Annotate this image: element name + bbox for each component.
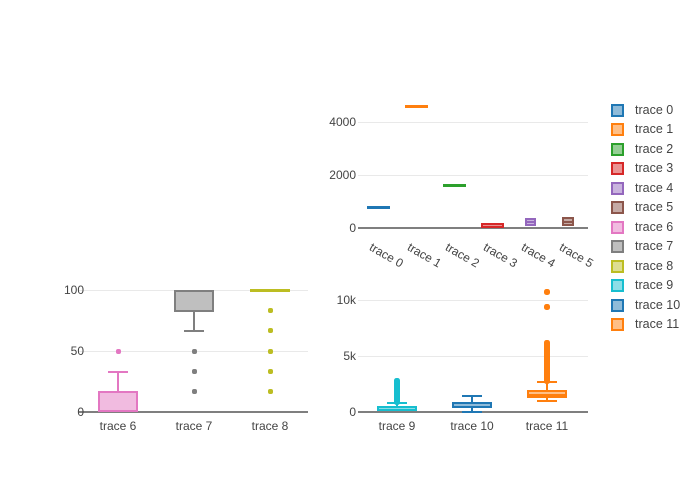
legend-label: trace 8: [635, 258, 674, 273]
x-axis-line: [79, 411, 308, 413]
legend-item-trace-0[interactable]: trace 0: [611, 103, 673, 118]
median-line: [526, 220, 534, 223]
whisker-stem: [117, 371, 119, 392]
legend-label: trace 2: [635, 141, 674, 156]
outlier-point[interactable]: [267, 348, 273, 354]
legend-swatch-icon: [611, 240, 624, 254]
legend-label: trace 9: [635, 278, 674, 293]
median-line: [529, 393, 565, 396]
legend-swatch-icon: [611, 181, 624, 195]
x-tick-label: trace 10: [450, 419, 494, 433]
legend-label: trace 7: [635, 239, 674, 254]
outlier-point[interactable]: [544, 340, 550, 347]
x-tick-label: trace 6: [99, 419, 137, 433]
box-trace-3[interactable]: [480, 222, 504, 228]
legend-item-trace-10[interactable]: trace 10: [611, 298, 680, 313]
box-trace-8[interactable]: [250, 288, 290, 292]
legend-label: trace 6: [635, 219, 674, 234]
outlier-point[interactable]: [544, 289, 550, 296]
outlier-point[interactable]: [544, 303, 550, 310]
outlier-point[interactable]: [191, 388, 197, 394]
whisker-stem: [546, 398, 548, 402]
y-tick-label: 2000: [329, 168, 356, 182]
legend-label: trace 10: [635, 297, 681, 312]
x-tick-label: trace 7: [175, 419, 213, 433]
gridline: [358, 299, 588, 301]
legend-swatch-icon: [611, 104, 624, 117]
box-trace-6[interactable]: [98, 391, 138, 412]
legend-swatch-icon: [611, 142, 624, 156]
x-tick-label: trace 8: [251, 419, 289, 433]
whisker-stem: [471, 395, 473, 402]
x-tick-label: trace 11: [525, 419, 569, 433]
legend-item-trace-11[interactable]: trace 11: [611, 317, 679, 332]
whisker-cap: [462, 410, 482, 413]
legend-item-trace-1[interactable]: trace 1: [611, 122, 673, 137]
legend-label: trace 11: [635, 316, 680, 331]
legend-swatch-icon: [611, 123, 624, 137]
legend-swatch-icon: [611, 279, 624, 293]
legend-item-trace-9[interactable]: trace 9: [611, 278, 673, 293]
box-trace-7[interactable]: [174, 290, 214, 312]
gridline: [358, 121, 588, 123]
y-tick-label: 4000: [329, 115, 356, 129]
legend-swatch-icon: [611, 298, 624, 312]
whisker-stem: [471, 407, 473, 412]
y-tick-label: 50: [70, 344, 84, 358]
whisker-cap: [537, 400, 557, 403]
x-axis-line: [358, 227, 588, 229]
legend-swatch-icon: [611, 220, 624, 234]
legend-item-trace-4[interactable]: trace 4: [611, 181, 673, 196]
legend-swatch-icon: [611, 162, 624, 176]
legend-item-trace-2[interactable]: trace 2: [611, 142, 673, 157]
box-trace-1[interactable]: [404, 104, 428, 108]
median-line: [564, 221, 572, 224]
legend-label: trace 5: [635, 200, 674, 215]
outlier-point[interactable]: [267, 369, 273, 375]
outlier-point[interactable]: [267, 327, 273, 333]
outlier-point[interactable]: [267, 308, 273, 314]
legend-swatch-icon: [611, 317, 624, 331]
y-tick-label: 0: [77, 405, 84, 419]
outlier-point[interactable]: [191, 369, 197, 375]
box-trace-10[interactable]: [452, 401, 492, 408]
y-tick-label: 0: [349, 221, 356, 235]
legend-item-trace-5[interactable]: trace 5: [611, 200, 673, 215]
legend-item-trace-3[interactable]: trace 3: [611, 161, 673, 176]
outlier-point[interactable]: [115, 348, 121, 354]
box-trace-9[interactable]: [377, 405, 417, 412]
box-trace-0[interactable]: [366, 205, 390, 209]
legend-label: trace 0: [635, 103, 674, 117]
whisker-stem: [193, 311, 195, 332]
legend-item-trace-7[interactable]: trace 7: [611, 239, 673, 254]
gridline: [358, 355, 588, 357]
legend-label: trace 4: [635, 180, 674, 195]
whisker-stem: [546, 381, 548, 391]
legend-item-trace-8[interactable]: trace 8: [611, 259, 673, 274]
box-trace-2[interactable]: [442, 184, 466, 188]
whisker-cap: [184, 330, 204, 333]
gridline: [358, 174, 588, 176]
whisker-cap: [462, 394, 482, 397]
whisker-cap: [108, 370, 128, 373]
y-tick-label: 10k: [336, 293, 356, 307]
outlier-point[interactable]: [267, 388, 273, 394]
legend-swatch-icon: [611, 201, 624, 215]
outlier-point[interactable]: [394, 377, 400, 384]
legend-label: trace 3: [635, 161, 674, 176]
legend-swatch-icon: [611, 259, 624, 273]
legend-item-trace-6[interactable]: trace 6: [611, 220, 673, 235]
y-tick-label: 100: [63, 283, 84, 297]
y-tick-label: 5k: [343, 349, 356, 363]
outlier-point[interactable]: [191, 348, 197, 354]
x-tick-label: trace 9: [378, 419, 416, 433]
y-tick-label: 0: [349, 405, 356, 419]
legend-label: trace 1: [635, 122, 674, 137]
